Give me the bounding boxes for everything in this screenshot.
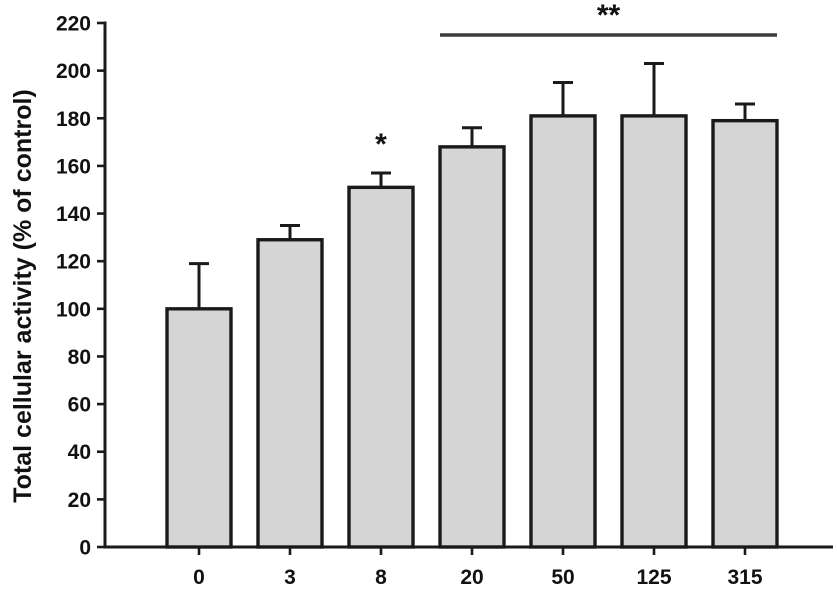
y-tick-label: 160	[56, 155, 91, 178]
y-tick-label: 120	[56, 251, 91, 274]
bar	[529, 114, 597, 549]
y-tick-label: 220	[56, 13, 91, 36]
significance-asterisks: **	[597, 0, 621, 32]
x-tick-label: 315	[727, 566, 762, 589]
y-tick-label: 40	[68, 441, 91, 464]
x-tick-label: 20	[460, 566, 483, 589]
bar	[711, 118, 779, 549]
y-tick-label: 100	[56, 298, 91, 321]
x-tick-label: 0	[193, 566, 205, 589]
y-tick-label: 140	[56, 203, 91, 226]
bar	[620, 114, 688, 549]
bar	[347, 185, 415, 549]
x-tick-label: 8	[375, 566, 387, 589]
y-tick-label: 0	[79, 537, 91, 560]
significance-asterisk: *	[375, 128, 387, 161]
y-tick-label: 180	[56, 108, 91, 131]
bar	[165, 307, 233, 549]
y-axis-title: Total cellular activity (% of control)	[9, 89, 37, 503]
bar	[438, 145, 506, 549]
y-tick-label: 60	[68, 394, 91, 417]
y-tick-label: 80	[68, 346, 91, 369]
bar	[256, 238, 324, 549]
y-tick-label: 20	[68, 489, 91, 512]
x-tick-label: 50	[551, 566, 574, 589]
x-tick-label: 3	[284, 566, 296, 589]
y-tick-label: 200	[56, 60, 91, 83]
x-tick-label: 125	[636, 566, 671, 589]
